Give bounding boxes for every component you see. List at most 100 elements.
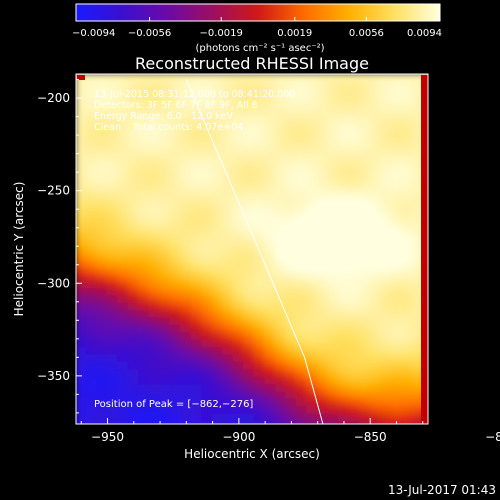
heatmap-cell	[127, 369, 141, 379]
heatmap-cell	[337, 161, 351, 172]
heatmap-cells	[76, 74, 428, 424]
heatmap-cell	[316, 273, 330, 283]
heatmap-cell	[211, 117, 225, 127]
heatmap-cell	[274, 243, 288, 253]
heatmap-cell	[348, 184, 361, 194]
heatmap-cell	[232, 280, 246, 290]
heatmap-cell	[285, 265, 298, 275]
heatmap-cell	[306, 421, 319, 424]
heatmap-cell	[411, 361, 424, 372]
heatmap-cell	[390, 324, 403, 335]
heatmap-cell	[96, 198, 109, 209]
heatmap-cell	[96, 87, 109, 98]
heatmap-cell	[96, 384, 109, 394]
heatmap-cell	[169, 324, 183, 335]
heatmap-cell	[76, 250, 88, 261]
heatmap-cell	[253, 213, 267, 224]
heatmap-cell	[211, 102, 225, 113]
heatmap-cell	[138, 361, 151, 372]
heatmap-cell	[169, 198, 183, 209]
heatmap-cell	[148, 302, 162, 313]
heatmap-cell	[274, 361, 288, 372]
heatmap-cell	[253, 110, 267, 120]
heatmap-cell	[232, 191, 246, 201]
heatmap-cell	[390, 250, 403, 261]
heatmap-cell	[337, 95, 351, 105]
heatmap-cell	[369, 102, 382, 113]
heatmap-cell	[148, 80, 162, 90]
heatmap-cell	[222, 376, 235, 387]
heatmap-cell	[400, 221, 414, 231]
heatmap-cell	[264, 406, 277, 416]
heatmap-cell	[159, 102, 172, 113]
heatmap-cell	[117, 376, 130, 387]
heatmap-cell	[222, 221, 235, 231]
heatmap-cell	[201, 184, 214, 194]
heatmap-cell	[264, 384, 277, 394]
heatmap-cell	[306, 102, 319, 113]
heatmap-cell	[400, 347, 414, 357]
heatmap-cell	[369, 95, 382, 105]
heatmap-cell	[348, 361, 361, 372]
heatmap-cell	[390, 354, 403, 364]
heatmap-cell	[264, 265, 277, 275]
heatmap-cell	[243, 347, 256, 357]
heatmap-cell	[138, 302, 151, 313]
heatmap-cell	[159, 154, 172, 164]
heatmap-cell	[169, 369, 183, 379]
heatmap-cell	[295, 324, 309, 335]
heatmap-cell	[127, 132, 141, 142]
heatmap-cell	[85, 369, 99, 379]
heatmap-cell	[316, 339, 330, 350]
heatmap-cell	[285, 169, 298, 179]
heatmap-cell	[148, 124, 162, 135]
heatmap-cell	[127, 302, 141, 313]
heatmap-cell	[222, 102, 235, 113]
heatmap-cell	[358, 132, 372, 142]
heatmap-cell	[369, 169, 382, 179]
heatmap-cell	[274, 250, 288, 261]
heatmap-cell	[390, 169, 403, 179]
heatmap-cell	[106, 176, 120, 187]
heatmap-cell	[316, 213, 330, 224]
heatmap-cell	[85, 280, 99, 290]
heatmap-cell	[264, 339, 277, 350]
heatmap-cell	[306, 213, 319, 224]
heatmap-cell	[285, 295, 298, 305]
heatmap-cell	[253, 87, 267, 98]
heatmap-cell	[411, 206, 424, 216]
heatmap-cell	[159, 413, 172, 424]
heatmap-cell	[201, 287, 214, 298]
heatmap-cell	[411, 302, 424, 313]
heatmap-cell	[117, 354, 130, 364]
heatmap-cell	[369, 302, 382, 313]
heatmap-cell	[390, 332, 403, 342]
heatmap-cell	[274, 413, 288, 424]
heatmap-cell	[180, 169, 193, 179]
heatmap-cell	[169, 347, 183, 357]
heatmap-cell	[390, 110, 403, 120]
heatmap-cell	[253, 139, 267, 150]
heatmap-cell	[337, 147, 351, 157]
heatmap-cell	[390, 295, 403, 305]
heatmap-cell	[253, 198, 267, 209]
heatmap-cell	[148, 132, 162, 142]
heatmap-cell	[85, 243, 99, 253]
heatmap-cell	[232, 354, 246, 364]
heatmap-cell	[306, 235, 319, 246]
heatmap-cell	[369, 110, 382, 120]
heatmap-cell	[327, 213, 340, 224]
heatmap-cell	[348, 354, 361, 364]
heatmap-cell	[159, 235, 172, 246]
heatmap-cell	[316, 221, 330, 231]
heatmap-cell	[138, 295, 151, 305]
heatmap-cell	[358, 406, 372, 416]
heatmap-cell	[306, 228, 319, 238]
heatmap-cell	[211, 295, 225, 305]
heatmap-cell	[76, 265, 88, 275]
heatmap-cell	[316, 184, 330, 194]
heatmap-cell	[400, 339, 414, 350]
heatmap-cell	[274, 273, 288, 283]
heatmap-cell	[180, 87, 193, 98]
heatmap-cell	[306, 398, 319, 409]
